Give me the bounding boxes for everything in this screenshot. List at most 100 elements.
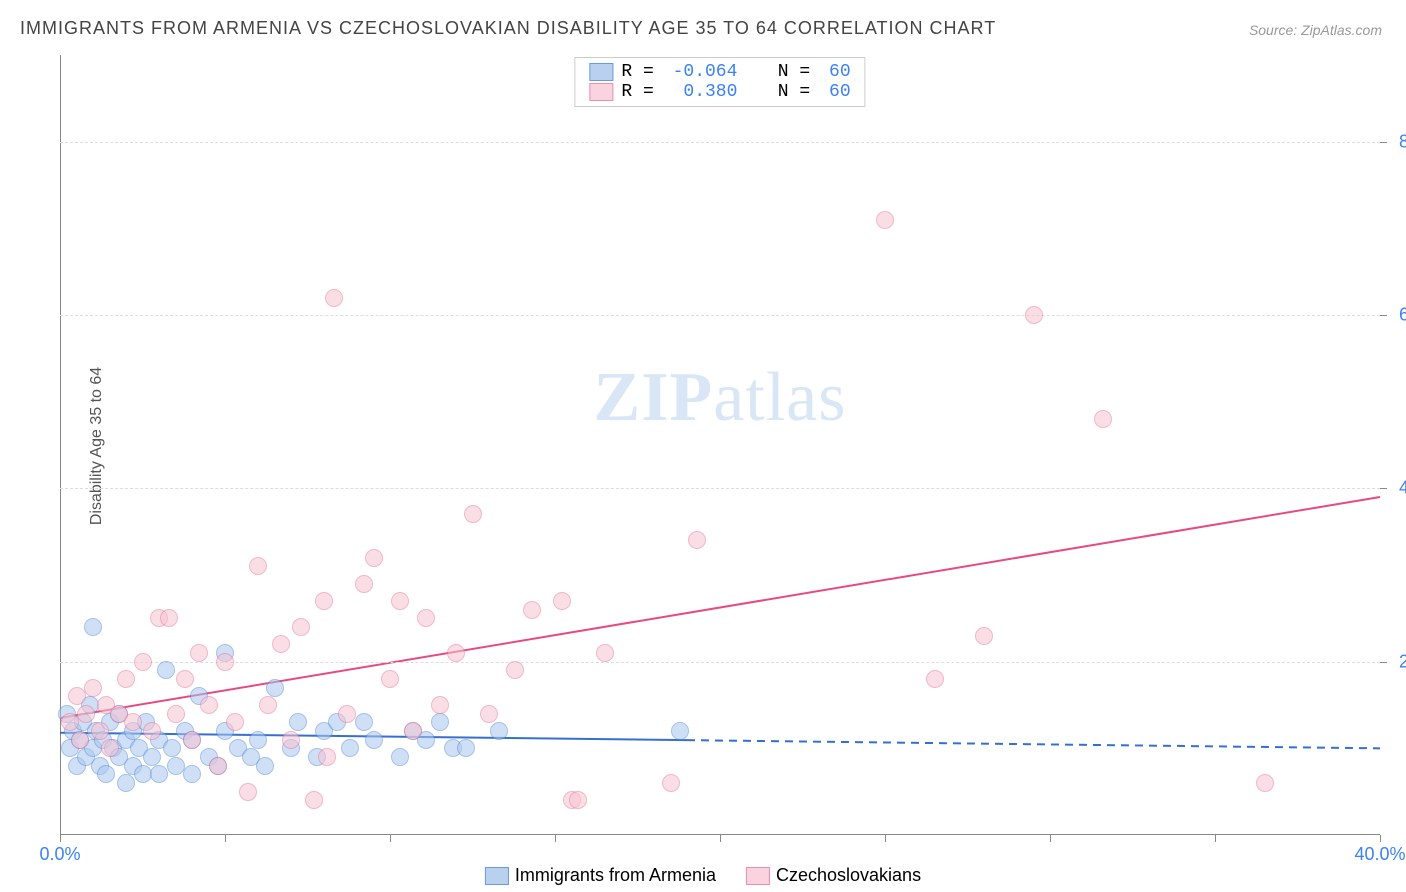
legend-r-label: R =	[621, 82, 664, 102]
legend-item: Czechoslovakians	[746, 865, 921, 886]
legend-item: Immigrants from Armenia	[485, 865, 716, 886]
y-tick-mark	[1380, 142, 1387, 143]
data-point	[117, 774, 135, 792]
legend-series-name: Immigrants from Armenia	[515, 865, 716, 885]
data-point	[523, 601, 541, 619]
x-tick-mark	[1215, 835, 1216, 842]
data-point	[292, 618, 310, 636]
x-tick-mark	[1380, 835, 1381, 842]
scatter-plot-area: ZIPatlas R = -0.064 N = 60R = 0.380 N = …	[60, 55, 1380, 835]
data-point	[183, 731, 201, 749]
x-tick-mark	[555, 835, 556, 842]
data-point	[975, 627, 993, 645]
data-point	[318, 748, 336, 766]
legend-series-name: Czechoslovakians	[776, 865, 921, 885]
legend-row: R = 0.380 N = 60	[589, 82, 850, 102]
data-point	[1256, 774, 1274, 792]
data-point	[183, 765, 201, 783]
chart-title: IMMIGRANTS FROM ARMENIA VS CZECHOSLOVAKI…	[20, 18, 996, 39]
data-point	[91, 722, 109, 740]
gridline-h	[60, 488, 1380, 489]
legend-row: R = -0.064 N = 60	[589, 62, 850, 82]
x-tick-mark	[225, 835, 226, 842]
y-tick-mark	[1380, 315, 1387, 316]
data-point	[84, 679, 102, 697]
x-tick-mark	[720, 835, 721, 842]
data-point	[490, 722, 508, 740]
data-point	[272, 635, 290, 653]
legend-n-value: 60	[829, 62, 851, 82]
data-point	[143, 748, 161, 766]
data-point	[365, 549, 383, 567]
legend-swatch	[746, 867, 770, 885]
data-point	[391, 748, 409, 766]
data-point	[391, 592, 409, 610]
legend-swatch	[589, 63, 613, 81]
data-point	[84, 618, 102, 636]
data-point	[143, 722, 161, 740]
data-point	[305, 791, 323, 809]
data-point	[266, 679, 284, 697]
data-point	[404, 722, 422, 740]
data-point	[160, 609, 178, 627]
data-point	[68, 687, 86, 705]
data-point	[200, 696, 218, 714]
data-point	[176, 670, 194, 688]
data-point	[71, 731, 89, 749]
data-point	[289, 713, 307, 731]
y-tick-label: 80.0%	[1399, 131, 1406, 152]
source-attribution: Source: ZipAtlas.com	[1249, 22, 1382, 38]
data-point	[381, 670, 399, 688]
gridline-h	[60, 142, 1380, 143]
data-point	[226, 713, 244, 731]
data-point	[464, 505, 482, 523]
data-point	[447, 644, 465, 662]
trendline-dashed	[687, 740, 1380, 748]
data-point	[596, 644, 614, 662]
data-point	[167, 757, 185, 775]
legend-r-label: R =	[621, 62, 664, 82]
data-point	[256, 757, 274, 775]
data-point	[876, 211, 894, 229]
legend-swatch	[589, 83, 613, 101]
data-point	[163, 739, 181, 757]
data-point	[325, 289, 343, 307]
data-point	[457, 739, 475, 757]
data-point	[124, 713, 142, 731]
data-point	[417, 609, 435, 627]
data-point	[157, 661, 175, 679]
correlation-legend: R = -0.064 N = 60R = 0.380 N = 60	[574, 57, 865, 107]
data-point	[341, 739, 359, 757]
x-tick-label: 40.0%	[1354, 844, 1405, 865]
data-point	[259, 696, 277, 714]
data-point	[365, 731, 383, 749]
data-point	[688, 531, 706, 549]
legend-n-label: N =	[745, 82, 821, 102]
data-point	[553, 592, 571, 610]
x-tick-mark	[1050, 835, 1051, 842]
gridline-h	[60, 315, 1380, 316]
y-tick-mark	[1380, 662, 1387, 663]
data-point	[167, 705, 185, 723]
data-point	[338, 705, 356, 723]
data-point	[249, 557, 267, 575]
trendlines-svg	[60, 55, 1380, 835]
y-tick-label: 20.0%	[1399, 651, 1406, 672]
y-tick-mark	[1380, 488, 1387, 489]
data-point	[117, 670, 135, 688]
data-point	[315, 592, 333, 610]
data-point	[355, 713, 373, 731]
x-tick-label: 0.0%	[39, 844, 80, 865]
data-point	[190, 644, 208, 662]
y-tick-label: 60.0%	[1399, 305, 1406, 326]
series-legend: Immigrants from Armenia Czechoslovakians	[485, 865, 921, 886]
data-point	[1094, 410, 1112, 428]
data-point	[506, 661, 524, 679]
data-point	[134, 765, 152, 783]
legend-swatch	[485, 867, 509, 885]
legend-r-value: -0.064	[673, 62, 738, 82]
x-tick-mark	[60, 835, 61, 842]
data-point	[209, 757, 227, 775]
data-point	[134, 653, 152, 671]
data-point	[282, 731, 300, 749]
